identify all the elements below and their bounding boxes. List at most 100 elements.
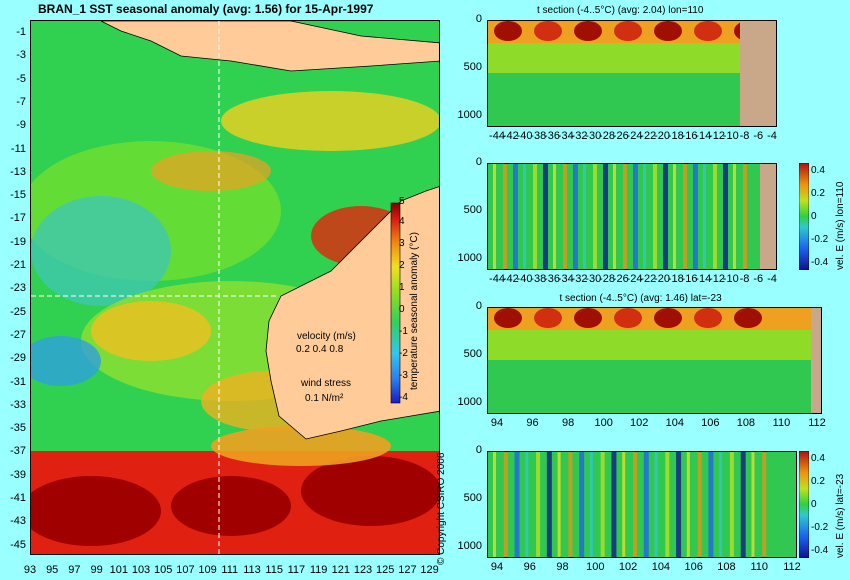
section-x-tick: -16 — [681, 130, 698, 142]
depth-tick: 0 — [475, 13, 482, 25]
section-x-tick: -14 — [695, 273, 712, 285]
depth-tick: 0 — [475, 444, 482, 456]
lon-tick: 111 — [221, 564, 239, 576]
lon-tick: 105 — [154, 564, 173, 576]
velocity-streak — [603, 164, 608, 269]
depth-tick: 1000 — [457, 252, 482, 264]
warm-patch — [614, 308, 642, 328]
lat-tick: -39 — [10, 468, 26, 481]
lon-tick: 119 — [309, 564, 328, 576]
velocity-streak — [683, 164, 687, 269]
velocity-colorbar-label: vel. E (m/s) lat=-23 — [835, 473, 846, 558]
section-x-tick: 96 — [523, 561, 536, 573]
map-svg — [31, 21, 439, 554]
velocity-streak — [622, 452, 626, 557]
lon-tick: 113 — [243, 564, 261, 576]
section-x-tick: -24 — [626, 130, 643, 142]
section-x-tick: 104 — [665, 417, 684, 429]
velocity-streak — [676, 452, 682, 557]
section-x-tick: -4 — [767, 273, 777, 285]
velocity-streak — [563, 164, 567, 269]
colorbar-tick: -2 — [399, 348, 408, 359]
lat-tick: -41 — [10, 492, 26, 504]
velocity-streak — [654, 452, 658, 557]
section-plot — [487, 20, 777, 127]
section-svg — [488, 308, 821, 413]
velocity-streak — [665, 452, 670, 557]
section-x-tick: -20 — [654, 273, 670, 285]
section-x-tick: -30 — [585, 130, 602, 142]
lat-tick: -37 — [10, 445, 26, 458]
section-x-tick: -34 — [557, 273, 574, 285]
depth-tick: 1000 — [457, 109, 482, 121]
lon-tick: 95 — [46, 564, 59, 576]
velocity-streak — [743, 164, 747, 269]
velocity-streak — [573, 164, 578, 269]
section-x-tick: -36 — [544, 130, 560, 142]
mid-layer — [488, 43, 776, 73]
velocity-streak — [589, 452, 593, 557]
section-x-tick: 94 — [490, 417, 504, 429]
lat-tick: -43 — [10, 515, 26, 528]
section-x-tick: 98 — [561, 417, 575, 429]
section-x-tick: 106 — [701, 417, 720, 429]
warm-patch — [494, 308, 522, 328]
wind-legend-scale: 0.1 N/m² — [305, 393, 344, 404]
section-x-tick: -34 — [557, 130, 574, 142]
velocity-streak — [533, 164, 537, 269]
lat-tick: -19 — [10, 235, 26, 248]
velocity-legend-label: velocity (m/s) — [297, 331, 356, 342]
map-title: BRAN_1 SST seasonal anomaly (avg: 1.56) … — [38, 2, 374, 16]
section-x-tick: 112 — [783, 561, 801, 573]
section-svg — [488, 452, 796, 557]
section-x-tick: -16 — [681, 273, 698, 285]
section-x-tick: 100 — [594, 417, 613, 429]
section-x-tick: -26 — [612, 130, 629, 142]
lon-tick: 115 — [265, 564, 283, 576]
velocity-colorbar-tick: -0.2 — [811, 522, 829, 533]
warm-patch — [694, 308, 722, 328]
land-indonesia — [100, 21, 439, 72]
velocity-streak — [536, 452, 541, 557]
section-land — [740, 21, 776, 126]
velocity-streak — [723, 164, 728, 269]
lon-tick: 93 — [23, 564, 37, 576]
velocity-colorbar-label: vel. E (m/s) lon=110 — [835, 181, 846, 270]
colorbar-tick: 4 — [399, 216, 405, 227]
section-x-tick: 96 — [526, 417, 539, 429]
velocity-streak — [708, 452, 714, 557]
section-x-tick: -14 — [695, 130, 712, 142]
section-x-tick: -40 — [516, 130, 533, 142]
colorbar-tick: 1 — [399, 282, 405, 293]
velocity-colorbar-tick: -0.2 — [811, 234, 829, 245]
lat-tick: -9 — [16, 119, 26, 132]
depth-tick: 1000 — [457, 396, 482, 408]
lat-tick: -1 — [16, 26, 26, 38]
velocity-streak — [663, 164, 668, 269]
velocity-colorbar-fill — [799, 451, 809, 558]
anomaly-blob — [301, 456, 439, 526]
velocity-colorbar-tick: 0.2 — [811, 476, 825, 487]
lon-tick: 107 — [176, 564, 195, 576]
lon-tick: 125 — [376, 564, 395, 576]
lon-tick: 117 — [287, 564, 306, 576]
section-x-tick: -44 — [489, 273, 505, 285]
velocity-streak — [740, 452, 746, 557]
velocity-streak — [503, 452, 508, 557]
velocity-streak — [703, 164, 706, 269]
section-x-tick: -26 — [612, 273, 629, 285]
section-x-tick: -12 — [709, 130, 725, 142]
section-x-tick: -38 — [530, 130, 547, 142]
lon-tick: 103 — [131, 564, 151, 576]
lon-tick: 97 — [68, 564, 81, 576]
section-x-tick: 102 — [630, 417, 649, 429]
section-x-tick: -42 — [502, 273, 519, 285]
section-land — [811, 308, 821, 413]
velocity-colorbar — [799, 163, 809, 270]
colorbar-tick: 3 — [399, 238, 405, 249]
section-x-tick: -12 — [709, 273, 725, 285]
warm-patch — [654, 308, 682, 328]
velocity-streak — [553, 164, 556, 269]
velocity-streak — [611, 452, 617, 557]
section-x-tick: 102 — [618, 561, 638, 573]
